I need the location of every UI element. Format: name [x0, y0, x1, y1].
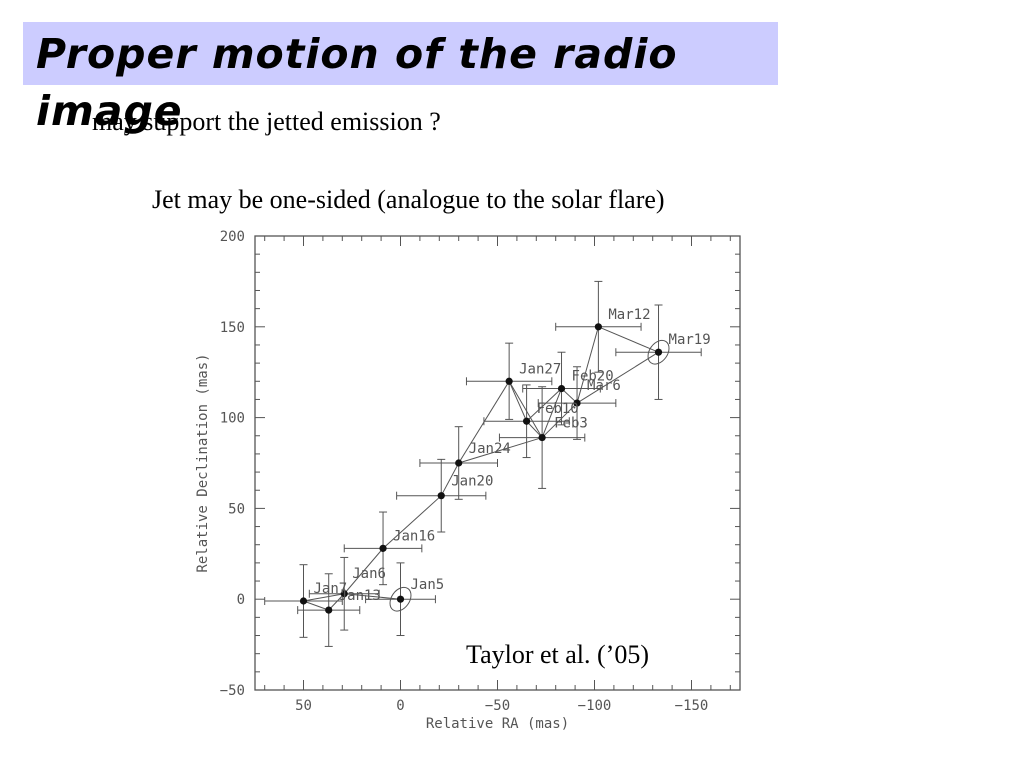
data-point — [340, 590, 348, 598]
connection-line — [343, 548, 384, 595]
connection-line — [508, 381, 543, 438]
connection-line — [382, 495, 442, 549]
y-tick-label: 0 — [237, 592, 245, 608]
connection-line — [541, 388, 562, 438]
connection-line — [576, 351, 659, 404]
y-axis-label: Relative Declination (mas) — [195, 353, 211, 572]
data-point — [573, 399, 581, 407]
beam-ellipse — [389, 586, 412, 612]
tick-marks — [255, 236, 740, 690]
x-tick-label: −100 — [578, 698, 612, 714]
data-point — [455, 459, 463, 467]
data-point — [437, 492, 445, 500]
point-label: Jan24 — [469, 441, 511, 457]
x-tick-label: −50 — [485, 698, 510, 714]
connection-line — [598, 326, 659, 353]
x-tick-label: −150 — [675, 698, 709, 714]
data-point — [523, 417, 531, 425]
point-label: Jan20 — [451, 474, 493, 490]
data-point — [505, 377, 513, 385]
connection-line — [328, 593, 345, 611]
connection-line — [440, 462, 460, 496]
beam-ellipse — [647, 339, 670, 365]
jet-note: Jet may be one-sided (analogue to the so… — [152, 185, 665, 214]
y-tick-label: 100 — [220, 411, 245, 427]
connection-line — [303, 600, 329, 611]
point-label: Jan6 — [352, 566, 386, 582]
connection-line — [526, 420, 543, 438]
title-bar — [23, 22, 778, 85]
connection-line — [576, 326, 599, 404]
citation: Taylor et al. (’05) — [466, 640, 649, 669]
connection-line — [508, 381, 528, 422]
data-point — [379, 544, 387, 552]
axes: 50 0 −50 −100 −150 −50 0 50 100 150 200 Relative RA… — [195, 229, 741, 732]
slide-title: Proper motion of the radio image — [36, 30, 678, 135]
data-point — [594, 323, 602, 331]
x-tick-label: 50 — [295, 698, 312, 714]
connection-line — [458, 437, 543, 464]
data-point — [538, 433, 546, 442]
slide-subtitle: may support the jetted emission ? — [92, 107, 441, 136]
connection-line — [526, 388, 562, 422]
point-label: Jan7 — [314, 581, 348, 597]
point-label: Jan27 — [519, 361, 561, 377]
point-label: Jan16 — [393, 528, 435, 544]
point-label: Mar12 — [608, 307, 650, 323]
x-tick-label: 0 — [396, 698, 404, 714]
y-tick-label: 150 — [220, 320, 245, 336]
data-point — [396, 595, 405, 603]
plot-frame — [254, 235, 741, 691]
x-axis-label: Relative RA (mas) — [426, 716, 569, 732]
connection-line — [541, 402, 578, 438]
y-tick-label: 200 — [220, 229, 245, 245]
data-point — [325, 606, 333, 614]
point-label: Jan5 — [411, 577, 445, 593]
y-tick-label: −50 — [220, 683, 245, 699]
data-point — [299, 597, 308, 605]
data-point — [557, 384, 566, 393]
point-label: Feb20 — [572, 369, 614, 385]
point-label: Jan13 — [339, 588, 381, 604]
data-point — [654, 348, 663, 356]
connection-line — [303, 593, 345, 602]
point-label: Feb10 — [537, 401, 579, 417]
y-tick-label: 50 — [228, 501, 245, 517]
connection-lines — [303, 326, 659, 611]
point-label: Mar6 — [587, 378, 621, 394]
point-label: Feb3 — [554, 416, 588, 432]
point-label: Mar19 — [669, 332, 711, 348]
data-points — [299, 323, 670, 614]
